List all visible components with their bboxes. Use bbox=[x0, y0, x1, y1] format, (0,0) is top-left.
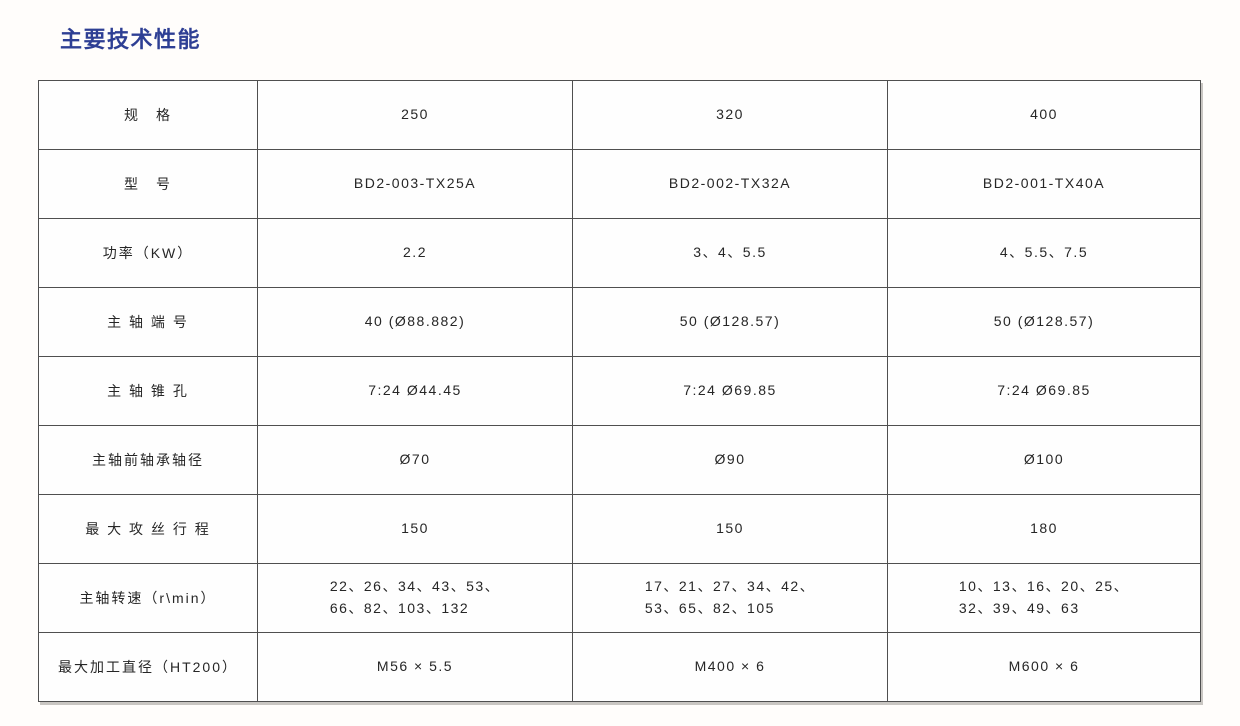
spec-value-text: 10、13、16、20、25、 32、39、49、63 bbox=[958, 578, 1130, 616]
spec-value-cell: 180 bbox=[887, 494, 1201, 564]
spec-value-cell: 22、26、34、43、53、 66、82、103、132 bbox=[257, 563, 573, 633]
spec-value-cell: 50 (Ø128.57) bbox=[572, 287, 888, 357]
spec-value-cell: M600 × 6 bbox=[887, 632, 1201, 702]
spec-value-cell: 10、13、16、20、25、 32、39、49、63 bbox=[887, 563, 1201, 633]
row-label: 规 格 bbox=[38, 80, 258, 150]
spec-value-cell: 40 (Ø88.882) bbox=[257, 287, 573, 357]
spec-value-cell: 4、5.5、7.5 bbox=[887, 218, 1201, 288]
spec-value-cell: Ø90 bbox=[572, 425, 888, 495]
spec-value-text: 50 (Ø128.57) bbox=[993, 313, 1095, 330]
spec-value-text: 22、26、34、43、53、 66、82、103、132 bbox=[329, 578, 501, 616]
spec-row: 主 轴 端 号 40 (Ø88.882) 50 (Ø128.57) 50 (Ø128.… bbox=[38, 287, 1201, 357]
page-title: 主要技术性能 bbox=[60, 27, 202, 52]
row-label: 最 大 攻 丝 行 程 bbox=[38, 494, 258, 564]
spec-value-text: 4、5.5、7.5 bbox=[999, 244, 1089, 261]
spec-value-cell: 250 bbox=[257, 80, 573, 150]
spec-row: 型 号 BD2-003-TX25A BD2-002-TX32A BD2-001-TX4… bbox=[38, 149, 1201, 219]
spec-value-text: 7:24 Ø69.85 bbox=[997, 382, 1091, 399]
spec-value-text: Ø100 bbox=[1023, 451, 1065, 468]
row-label: 主轴前轴承轴径 bbox=[38, 425, 258, 495]
spec-value-cell: 3、4、5.5 bbox=[572, 218, 888, 288]
spec-row: 最大加工直径（HT200） M56 × 5.5 M400 × 6 M600 × 6 bbox=[38, 632, 1201, 702]
spec-value-cell: M56 × 5.5 bbox=[257, 632, 573, 702]
spec-value-cell: 7:24 Ø44.45 bbox=[257, 356, 573, 426]
spec-value-text: 17、21、27、34、42、 53、65、82、105 bbox=[644, 578, 816, 616]
spec-value-cell: 150 bbox=[572, 494, 888, 564]
spec-value-cell: 2.2 bbox=[257, 218, 573, 288]
spec-row: 主轴前轴承轴径 Ø70 Ø90 Ø100 bbox=[38, 425, 1201, 495]
spec-row: 最 大 攻 丝 行 程 150 150 180 bbox=[38, 494, 1201, 564]
spec-row: 主 轴 锥 孔 7:24 Ø44.45 7:24 Ø69.85 7:24 Ø69.85 bbox=[38, 356, 1201, 426]
spec-value-text: BD2-002-TX32A bbox=[668, 175, 792, 192]
row-label: 型 号 bbox=[38, 149, 258, 219]
spec-value-text: M600 × 6 bbox=[1008, 658, 1080, 675]
spec-value-text: 2.2 bbox=[403, 244, 427, 261]
row-label: 最大加工直径（HT200） bbox=[38, 632, 258, 702]
spec-value-text: 150 bbox=[716, 520, 744, 537]
spec-value-cell: 17、21、27、34、42、 53、65、82、105 bbox=[572, 563, 888, 633]
row-label: 主轴转速（r\min） bbox=[38, 563, 258, 633]
spec-value-text: 50 (Ø128.57) bbox=[679, 313, 781, 330]
spec-value-text: 40 (Ø88.882) bbox=[364, 313, 466, 330]
spec-value-text: M56 × 5.5 bbox=[376, 658, 454, 675]
spec-row: 规 格 250 320 400 bbox=[38, 80, 1201, 150]
row-label: 功率（KW） bbox=[38, 218, 258, 288]
spec-value-text: 180 bbox=[1030, 520, 1058, 537]
spec-value-text: 150 bbox=[401, 520, 429, 537]
spec-value-cell: Ø100 bbox=[887, 425, 1201, 495]
document-page: 主要技术性能 规 格 250 320 400 型 号 BD2-003-TX25A BD2-0… bbox=[38, 27, 1201, 702]
spec-value-cell: BD2-002-TX32A bbox=[572, 149, 888, 219]
spec-row: 功率（KW） 2.2 3、4、5.5 4、5.5、7.5 bbox=[38, 218, 1201, 288]
spec-value-text: 7:24 Ø44.45 bbox=[368, 382, 462, 399]
spec-value-text: Ø90 bbox=[714, 451, 746, 468]
spec-value-text: BD2-003-TX25A bbox=[353, 175, 477, 192]
spec-value-cell: 50 (Ø128.57) bbox=[887, 287, 1201, 357]
spec-table-body: 规 格 250 320 400 型 号 BD2-003-TX25A BD2-002-TX32… bbox=[38, 80, 1201, 702]
spec-value-cell: 7:24 Ø69.85 bbox=[887, 356, 1201, 426]
spec-table: 规 格 250 320 400 型 号 BD2-003-TX25A BD2-002-TX32… bbox=[38, 80, 1201, 702]
row-label: 主 轴 锥 孔 bbox=[38, 356, 258, 426]
spec-value-cell: 150 bbox=[257, 494, 573, 564]
spec-value-text: 250 bbox=[401, 106, 429, 123]
spec-value-cell: BD2-001-TX40A bbox=[887, 149, 1201, 219]
spec-value-text: 400 bbox=[1030, 106, 1058, 123]
spec-value-text: 7:24 Ø69.85 bbox=[683, 382, 777, 399]
spec-value-text: 320 bbox=[716, 106, 744, 123]
spec-value-cell: 7:24 Ø69.85 bbox=[572, 356, 888, 426]
spec-value-cell: M400 × 6 bbox=[572, 632, 888, 702]
row-label: 主 轴 端 号 bbox=[38, 287, 258, 357]
spec-value-cell: 400 bbox=[887, 80, 1201, 150]
spec-value-text: BD2-001-TX40A bbox=[982, 175, 1106, 192]
spec-value-text: M400 × 6 bbox=[694, 658, 766, 675]
spec-value-cell: 320 bbox=[572, 80, 888, 150]
spec-value-cell: Ø70 bbox=[257, 425, 573, 495]
spec-value-cell: BD2-003-TX25A bbox=[257, 149, 573, 219]
spec-row: 主轴转速（r\min） 22、26、34、43、53、 66、82、103、132… bbox=[38, 563, 1201, 633]
spec-value-text: 3、4、5.5 bbox=[693, 244, 767, 261]
spec-value-text: Ø70 bbox=[399, 451, 431, 468]
